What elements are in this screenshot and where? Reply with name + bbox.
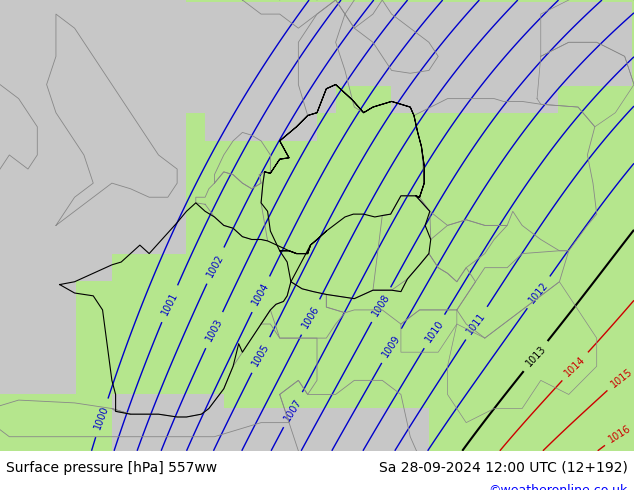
Text: 1009: 1009	[380, 333, 403, 359]
Text: 1001: 1001	[160, 291, 179, 317]
Text: 1002: 1002	[205, 252, 226, 279]
Text: 1008: 1008	[370, 292, 392, 318]
Text: 1011: 1011	[465, 310, 488, 336]
Text: 1006: 1006	[300, 304, 321, 330]
Text: 1010: 1010	[424, 318, 446, 344]
Text: 1016: 1016	[607, 423, 633, 445]
Text: Surface pressure [hPa] 557ww: Surface pressure [hPa] 557ww	[6, 461, 217, 475]
Text: 1004: 1004	[250, 281, 271, 307]
Text: 1012: 1012	[527, 280, 550, 305]
Text: Sa 28-09-2024 12:00 UTC (12+192): Sa 28-09-2024 12:00 UTC (12+192)	[378, 461, 628, 475]
Text: 1007: 1007	[282, 396, 304, 423]
Text: 1014: 1014	[563, 354, 588, 378]
Text: 1003: 1003	[204, 317, 224, 343]
Text: 1015: 1015	[609, 366, 634, 389]
Text: 1000: 1000	[93, 405, 111, 431]
Text: 1005: 1005	[250, 342, 271, 368]
Text: 1013: 1013	[524, 344, 548, 368]
Text: ©weatheronline.co.uk: ©weatheronline.co.uk	[488, 484, 628, 490]
